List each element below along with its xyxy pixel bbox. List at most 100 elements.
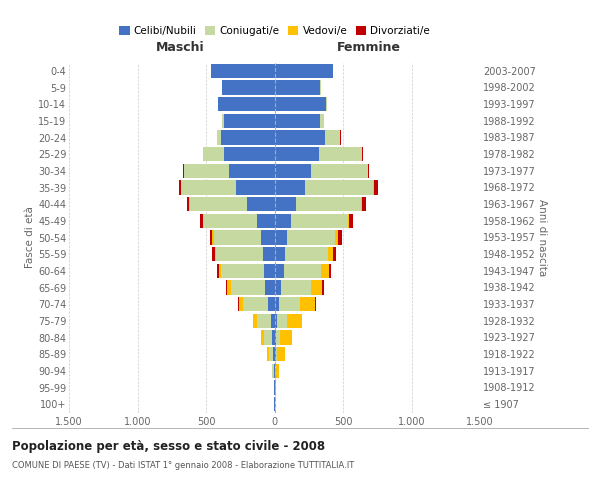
Bar	[190, 197, 275, 211]
Bar	[275, 297, 316, 311]
Bar	[275, 114, 324, 128]
Bar	[275, 180, 373, 194]
Bar	[275, 180, 374, 194]
Bar	[275, 380, 276, 394]
Bar	[275, 164, 368, 178]
Bar	[275, 197, 361, 211]
Bar	[275, 64, 333, 78]
Bar	[217, 130, 275, 144]
Bar	[216, 247, 275, 261]
Bar	[275, 280, 322, 294]
Bar	[261, 330, 275, 344]
Bar	[224, 147, 275, 161]
Bar	[275, 197, 296, 211]
Bar	[275, 80, 320, 94]
Text: Popolazione per età, sesso e stato civile - 2008: Popolazione per età, sesso e stato civil…	[12, 440, 325, 453]
Text: COMUNE DI PAESE (TV) - Dati ISTAT 1° gennaio 2008 - Elaborazione TUTTITALIA.IT: COMUNE DI PAESE (TV) - Dati ISTAT 1° gen…	[12, 460, 354, 469]
Bar	[247, 197, 275, 211]
Bar	[217, 264, 275, 278]
Bar	[275, 80, 320, 94]
Bar	[218, 97, 275, 112]
Bar	[217, 130, 275, 144]
Bar	[275, 330, 292, 344]
Bar	[274, 347, 275, 361]
Bar	[203, 147, 275, 161]
Bar	[181, 180, 275, 194]
Bar	[274, 364, 275, 378]
Bar	[239, 297, 275, 311]
Bar	[223, 114, 275, 128]
Bar	[275, 214, 347, 228]
Bar	[275, 114, 324, 128]
Bar	[275, 230, 287, 244]
Bar	[275, 164, 368, 178]
Bar	[230, 280, 275, 294]
Bar	[212, 247, 275, 261]
Bar	[262, 230, 275, 244]
Bar	[265, 280, 275, 294]
Bar	[275, 147, 362, 161]
Bar	[214, 230, 275, 244]
Bar	[263, 247, 275, 261]
Text: Femmine: Femmine	[337, 41, 401, 54]
Bar	[222, 80, 275, 94]
Bar	[275, 197, 362, 211]
Bar	[275, 264, 331, 278]
Bar	[203, 147, 275, 161]
Bar	[275, 297, 279, 311]
Bar	[275, 330, 292, 344]
Bar	[275, 364, 276, 378]
Bar	[275, 97, 327, 112]
Bar	[275, 147, 362, 161]
Legend: Celibi/Nubili, Coniugati/e, Vedovi/e, Divorziati/e: Celibi/Nubili, Coniugati/e, Vedovi/e, Di…	[115, 22, 434, 40]
Bar	[275, 164, 311, 178]
Bar	[275, 247, 285, 261]
Bar	[275, 280, 324, 294]
Bar	[275, 180, 305, 194]
Bar	[274, 380, 275, 394]
Bar	[275, 147, 319, 161]
Bar	[253, 314, 275, 328]
Bar	[275, 297, 300, 311]
Bar	[211, 64, 275, 78]
Bar	[268, 297, 275, 311]
Bar	[275, 314, 287, 328]
Bar	[275, 97, 327, 112]
Bar	[189, 197, 275, 211]
Bar	[275, 97, 326, 112]
Bar	[275, 114, 324, 128]
Bar	[275, 230, 338, 244]
Bar	[275, 314, 277, 328]
Bar	[218, 97, 275, 112]
Bar	[211, 64, 275, 78]
Bar	[179, 180, 275, 194]
Bar	[275, 214, 353, 228]
Bar	[257, 214, 275, 228]
Bar	[275, 364, 278, 378]
Bar	[224, 114, 275, 128]
Bar	[183, 164, 275, 178]
Bar	[275, 80, 320, 94]
Bar	[209, 230, 275, 244]
Bar	[275, 180, 377, 194]
Bar	[275, 130, 325, 144]
Bar	[222, 80, 275, 94]
Bar	[267, 347, 275, 361]
Bar	[275, 130, 340, 144]
Bar	[275, 314, 302, 328]
Bar	[275, 197, 367, 211]
Bar	[221, 264, 275, 278]
Bar	[184, 164, 275, 178]
Bar	[272, 330, 275, 344]
Bar	[275, 214, 290, 228]
Bar	[275, 314, 302, 328]
Bar	[222, 80, 275, 94]
Bar	[275, 330, 280, 344]
Bar	[275, 147, 363, 161]
Bar	[275, 114, 320, 128]
Bar	[275, 64, 333, 78]
Bar	[219, 264, 275, 278]
Bar	[223, 80, 275, 94]
Bar	[243, 297, 275, 311]
Bar	[272, 364, 275, 378]
